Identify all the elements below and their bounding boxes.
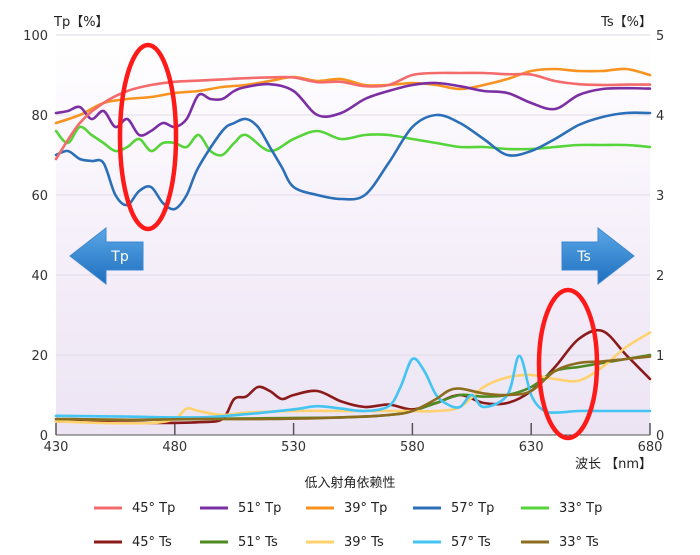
x-axis-ticks: 430 480 530 580 630 680 [44, 423, 663, 455]
y-left-tick-label: 80 [31, 109, 48, 124]
x-tick-label: 630 [519, 440, 544, 455]
legend-label: 51° Ts [238, 535, 278, 550]
series-line [54, 331, 652, 425]
x-tick-label: 430 [44, 440, 69, 455]
y-axis-right-ticks: 0 1 2 3 4 5 [656, 29, 664, 444]
y-right-tick-label: 3 [656, 189, 664, 204]
y-left-tick-label: 60 [31, 189, 48, 204]
series-line [54, 67, 652, 125]
legend-label: 45° Tp [132, 501, 175, 516]
x-tick-label: 480 [162, 440, 187, 455]
y-right-tick-label: 1 [656, 349, 664, 364]
x-tick-label: 680 [638, 440, 663, 455]
legend-label: 57° Ts [451, 535, 491, 550]
gridlines [56, 34, 650, 356]
legend-label: 33° Ts [559, 535, 599, 550]
ts-arrow-label: Ts [576, 249, 591, 265]
series-line [54, 355, 652, 422]
y-right-tick-label: 5 [656, 29, 664, 44]
highlight-ellipse-ts [536, 287, 600, 441]
legend-label: 33° Tp [559, 501, 602, 516]
legend-label: 51° Tp [238, 501, 281, 516]
series-line [54, 111, 652, 211]
series-lines [54, 67, 652, 425]
y-right-tick-label: 0 [656, 429, 664, 444]
x-axis-title: 波长 【nm】 [575, 457, 652, 472]
y-axis-left-title: Tp【%】 [53, 15, 109, 30]
y-axis-left-ticks: 0 20 40 60 80 100 [23, 29, 48, 444]
y-left-tick-label: 40 [31, 269, 48, 284]
x-tick-label: 580 [400, 440, 425, 455]
y-left-tick-label: 20 [31, 349, 48, 364]
legend-label: 45° Ts [132, 535, 172, 550]
y-left-tick-label: 0 [40, 429, 48, 444]
series-line [54, 354, 652, 419]
ts-arrow: Ts [561, 226, 635, 286]
tp-arrow: Tp [69, 226, 144, 286]
y-left-tick-label: 100 [23, 29, 48, 44]
legend-label: 57° Tp [451, 501, 494, 516]
y-axis-right-title: Ts【%】 [600, 15, 652, 30]
series-line [54, 71, 652, 161]
y-right-tick-label: 4 [656, 109, 664, 124]
chart-caption: 低入射角依赖性 [304, 475, 395, 491]
legend-label: 39° Ts [344, 535, 384, 550]
plot-area [56, 35, 650, 435]
tp-arrow-label: Tp [110, 249, 129, 265]
legend: 45° Tp 51° Tp 39° Tp 57° Tp 33° Tp 45° Ts 51° … [94, 501, 602, 550]
y-right-tick-label: 2 [656, 269, 664, 284]
x-tick-label: 530 [281, 440, 306, 455]
legend-label: 39° Tp [344, 501, 387, 516]
highlight-ellipse-tp [117, 42, 179, 232]
